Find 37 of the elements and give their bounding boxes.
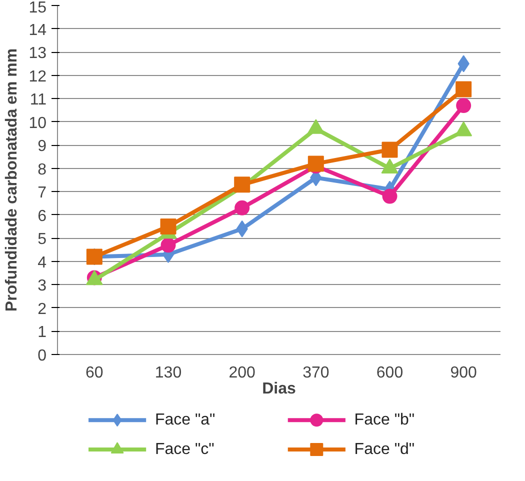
legend-label: Face "d" [354,441,415,458]
y-tick-label: 1 [38,324,47,342]
y-tick-label: 9 [38,138,47,156]
point [86,248,102,265]
legend-label: Face "a" [154,412,216,429]
x-tick-label: 200 [228,364,256,382]
x-tick-label: 600 [376,364,404,382]
y-tick-label: 14 [28,22,47,39]
y-tick-label: 7 [38,184,47,202]
y-tick-label: 4 [38,254,47,272]
y-tick-label: 8 [38,161,47,178]
x-tick-label: 130 [154,364,182,382]
x-tick-label: 900 [450,364,478,382]
x-tick-label: 60 [86,364,104,382]
y-tick-label: 12 [28,68,47,86]
legend-label: Face "c" [154,441,214,458]
point [160,218,176,235]
y-tick-label: 2 [38,300,47,318]
legend-label: Face "b" [354,412,415,429]
point [382,188,398,204]
y-tick-label: 15 [28,0,47,16]
point [234,200,250,216]
point [382,142,398,158]
point [456,81,472,98]
x-tick-label: 370 [302,364,330,382]
y-tick-label: 13 [28,45,47,62]
y-tick-label: 5 [38,231,47,248]
y-tick-label: 3 [38,278,47,295]
point [456,98,472,114]
y-tick-label: 11 [30,92,47,109]
y-tick-label: 10 [28,114,47,132]
point [308,156,324,172]
y-tick-label: 6 [38,208,47,225]
x-axis-title: Dias [262,380,296,398]
point [160,238,176,253]
y-tick-label: 0 [38,348,47,364]
y-axis-title: Profundidade carbonatada em mm [4,48,21,312]
